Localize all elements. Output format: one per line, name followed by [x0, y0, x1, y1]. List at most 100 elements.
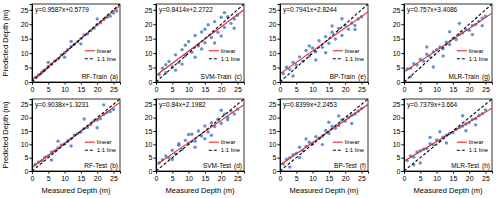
- legend-label: 1:1 line: [97, 56, 117, 62]
- panel-title: RF-Train: [82, 73, 108, 80]
- point: [288, 165, 291, 168]
- x-tick: 15: [449, 82, 457, 93]
- y-tick-label: 0: [149, 79, 153, 86]
- legend: linear1:1 line: [457, 48, 489, 62]
- x-tick: 0: [279, 171, 283, 182]
- x-tick: 25: [110, 171, 118, 182]
- x-axis: 0510152025: [279, 171, 369, 182]
- x-tick-mark: [329, 82, 330, 85]
- series-line: [404, 99, 492, 171]
- x-tick: 15: [201, 171, 209, 182]
- y-tick-label: 5: [149, 154, 153, 161]
- x-tick-label: 0: [279, 86, 283, 93]
- point: [481, 24, 484, 27]
- x-tick-mark: [205, 171, 206, 174]
- point: [219, 16, 222, 19]
- y-tick-mark: [154, 104, 157, 105]
- point: [193, 34, 196, 37]
- equation: y=0.8399x+2.2453: [283, 101, 337, 109]
- x-tick-label: 10: [185, 175, 193, 182]
- y-tick-mark: [402, 171, 405, 172]
- y-tick-mark: [402, 39, 405, 40]
- x-tick-mark: [361, 171, 362, 174]
- y-axis: 0510152025: [393, 5, 405, 86]
- y-tick: 20: [393, 21, 404, 28]
- y-tick-mark: [402, 144, 405, 145]
- x-tick-label: 25: [234, 175, 242, 182]
- y-tick-label: 25: [393, 7, 401, 14]
- legend-label: linear: [345, 48, 360, 54]
- x-tick-mark: [313, 171, 314, 174]
- point: [432, 65, 435, 68]
- y-tick-label: 0: [25, 79, 29, 86]
- series-line: [280, 4, 368, 82]
- x-axis-title: Measured Depth (m): [414, 186, 483, 195]
- x-tick: 10: [433, 82, 441, 93]
- y-tick-label: 0: [397, 168, 401, 175]
- y-tick-label: 0: [273, 168, 277, 175]
- point: [229, 22, 232, 25]
- point: [458, 22, 461, 25]
- x-tick-label: 20: [342, 86, 350, 93]
- point: [177, 142, 180, 145]
- plot-frame: [156, 99, 244, 171]
- y-tick-mark: [154, 158, 157, 159]
- x-tick: 25: [482, 82, 490, 93]
- point: [324, 129, 327, 132]
- point: [193, 146, 196, 149]
- y-axis-line: [402, 100, 405, 172]
- legend: linear1:1 line: [333, 48, 365, 62]
- point: [190, 133, 193, 136]
- plot-frame: [404, 99, 492, 171]
- y-tick-label: 10: [393, 141, 401, 148]
- y-tick: 15: [269, 128, 280, 135]
- x-tick: 10: [61, 171, 69, 182]
- point: [47, 61, 50, 64]
- point: [425, 45, 428, 48]
- x-axis-title: Measured Depth (m): [42, 186, 111, 195]
- legend-label: linear: [221, 139, 236, 145]
- point: [187, 133, 190, 136]
- x-tick-label: 5: [419, 86, 423, 93]
- x-tick: 5: [171, 82, 175, 93]
- x-tick: 15: [449, 171, 457, 182]
- x-tick: 15: [325, 82, 333, 93]
- y-tick-mark: [30, 171, 33, 172]
- y-tick-mark: [30, 53, 33, 54]
- x-axis-line: [157, 172, 245, 174]
- x-tick: 5: [295, 171, 299, 182]
- legend-label: 1:1 line: [469, 56, 489, 62]
- y-tick-mark: [154, 144, 157, 145]
- x-tick-label: 20: [466, 175, 474, 182]
- point: [203, 41, 206, 44]
- y-tick: 15: [145, 128, 156, 135]
- y-tick-label: 0: [149, 168, 153, 175]
- panel-title: MLR-Train: [449, 73, 480, 80]
- y-tick: 25: [393, 101, 404, 108]
- x-axis-title: Measured Depth (m): [290, 186, 359, 195]
- point: [353, 24, 356, 27]
- legend: linear1:1 line: [457, 139, 489, 153]
- y-tick-mark: [278, 131, 281, 132]
- panel-letter: (a): [110, 73, 118, 81]
- point: [95, 126, 98, 129]
- point: [164, 63, 167, 66]
- point: [226, 118, 229, 121]
- x-tick-mark: [237, 171, 238, 174]
- x-tick-label: 10: [185, 86, 193, 93]
- y-tick-label: 20: [21, 114, 29, 121]
- y-tick: 25: [269, 7, 280, 14]
- x-tick: 0: [279, 82, 283, 93]
- panel-title: SVM-Train: [201, 73, 232, 80]
- y-tick-mark: [30, 10, 33, 11]
- x-tick-label: 25: [110, 86, 118, 93]
- point: [304, 137, 307, 140]
- panel-letter: (f): [360, 162, 366, 170]
- y-axis-title: Predicted Depth (m): [1, 9, 10, 77]
- y-tick-label: 10: [21, 50, 29, 57]
- y-tick: 5: [397, 154, 404, 161]
- y-axis: 0510152025: [145, 100, 157, 175]
- y-tick: 0: [273, 168, 280, 175]
- y-tick: 5: [273, 64, 280, 71]
- y-tick-mark: [30, 131, 33, 132]
